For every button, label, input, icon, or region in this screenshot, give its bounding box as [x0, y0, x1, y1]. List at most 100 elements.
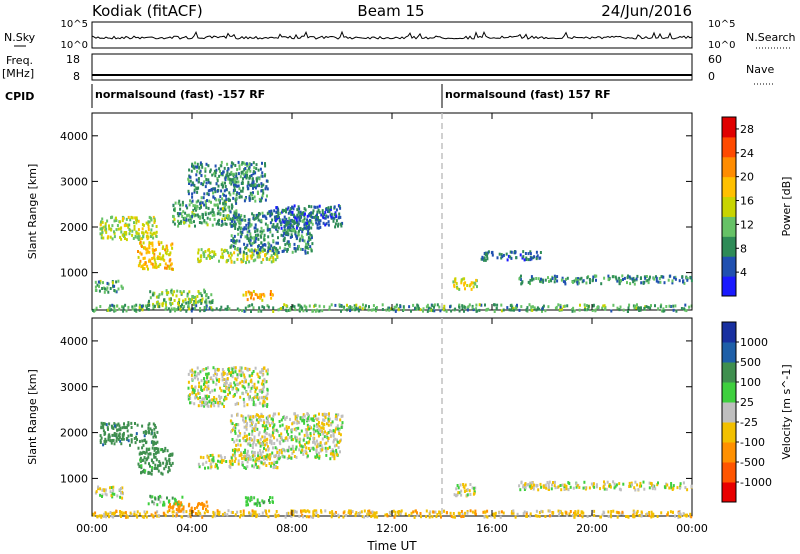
scatter-cell — [300, 509, 302, 513]
scatter-cell — [170, 307, 173, 311]
scatter-cell — [306, 221, 309, 225]
scatter-cell — [111, 215, 114, 219]
scatter-cell — [152, 291, 155, 295]
scatter-cell — [227, 367, 230, 371]
scatter-cell — [313, 414, 316, 418]
scatter-cell — [547, 276, 549, 280]
scatter-cell — [471, 304, 474, 308]
scatter-cell — [686, 278, 689, 282]
scatter-cell — [470, 281, 473, 285]
scatter-cell — [263, 214, 266, 218]
scatter-cell — [206, 223, 209, 227]
scatter-cell — [303, 217, 306, 221]
scatter-cell — [139, 251, 142, 255]
scatter-cell — [200, 205, 202, 209]
scatter-cell — [540, 485, 543, 489]
scatter-cell — [156, 300, 159, 304]
scatter-cell — [190, 506, 193, 510]
scatter-cell — [130, 421, 133, 425]
scatter-cell — [275, 447, 278, 451]
scatter-cell — [308, 221, 311, 225]
scatter-cell — [262, 501, 265, 505]
scatter-cell — [461, 304, 464, 308]
scatter-cell — [460, 279, 463, 283]
scatter-cell — [141, 424, 144, 428]
scatter-cell — [266, 372, 269, 376]
scatter-cell — [136, 423, 139, 427]
scatter-cell — [289, 219, 292, 223]
scatter-cell — [320, 444, 323, 448]
scatter-cell — [99, 281, 102, 285]
scatter-cell — [220, 160, 223, 164]
scatter-cell — [250, 248, 253, 252]
scatter-cell — [103, 440, 106, 443]
scatter-cell — [267, 305, 270, 309]
scatter-cell — [257, 440, 260, 444]
scatter-cell — [263, 377, 266, 381]
scatter-cell — [229, 198, 231, 202]
scatter-cell — [252, 400, 255, 404]
scatter-cell — [151, 241, 154, 245]
scatter-cell — [368, 305, 370, 309]
scatter-cell — [303, 419, 306, 422]
scatter-cell — [252, 259, 255, 263]
scatter-cell — [133, 437, 136, 440]
scatter-cell — [279, 246, 281, 250]
scatter-cell — [97, 487, 100, 491]
scatter-cell — [310, 226, 313, 230]
scatter-cell — [104, 488, 107, 492]
scatter-cell — [273, 209, 276, 213]
scatter-cell — [582, 279, 585, 283]
scatter-cell — [111, 512, 114, 515]
scatter-cell — [677, 511, 680, 515]
scatter-cell — [314, 303, 317, 307]
scatter-cell — [203, 377, 205, 380]
scatter-cell — [251, 420, 254, 424]
scatter-cell — [329, 208, 332, 212]
scatter-cell — [301, 419, 304, 423]
scatter-cell — [589, 281, 591, 285]
scatter-cell — [320, 213, 323, 217]
scatter-cell — [325, 413, 328, 416]
scatter-cell — [363, 515, 366, 519]
scatter-cell — [522, 255, 525, 259]
scatter-cell — [274, 446, 277, 450]
scatter-cell — [244, 416, 247, 420]
scatter-cell — [343, 305, 346, 309]
scatter-cell — [471, 486, 474, 490]
scatter-cell — [443, 509, 445, 513]
scatter-cell — [325, 433, 328, 437]
scatter-cell — [116, 428, 119, 432]
scatter-cell — [685, 309, 688, 313]
scatter-cell — [249, 224, 252, 228]
scatter-cell — [251, 197, 254, 200]
scatter-cell — [269, 464, 272, 468]
scatter-cell — [372, 514, 375, 518]
scatter-region — [147, 288, 214, 306]
scatter-cell — [187, 380, 190, 384]
scatter-cell — [178, 298, 181, 302]
scatter-cell — [425, 509, 428, 513]
scatter-cell — [197, 177, 200, 181]
scatter-cell — [156, 256, 159, 260]
scatter-cell — [212, 398, 215, 402]
scatter-cell — [198, 165, 201, 169]
scatter-cell — [505, 252, 508, 256]
scatter-cell — [235, 196, 238, 200]
scatter-cell — [660, 275, 663, 279]
scatter-cell — [183, 220, 186, 224]
scatter-cell — [155, 441, 157, 445]
scatter-cell — [347, 511, 350, 515]
scatter-cell — [271, 421, 274, 425]
nsky-tick-low: 10^0 — [61, 40, 88, 51]
scatter-cell — [153, 455, 156, 459]
scatter-cell — [289, 417, 291, 421]
scatter-cell — [142, 304, 145, 308]
scatter-cell — [171, 461, 174, 465]
scatter-cell — [182, 217, 185, 220]
scatter-cell — [556, 275, 559, 279]
scatter-cell — [255, 237, 258, 240]
scatter-cell — [567, 488, 570, 492]
scatter-cell — [154, 511, 157, 515]
scatter-cell — [125, 232, 128, 236]
